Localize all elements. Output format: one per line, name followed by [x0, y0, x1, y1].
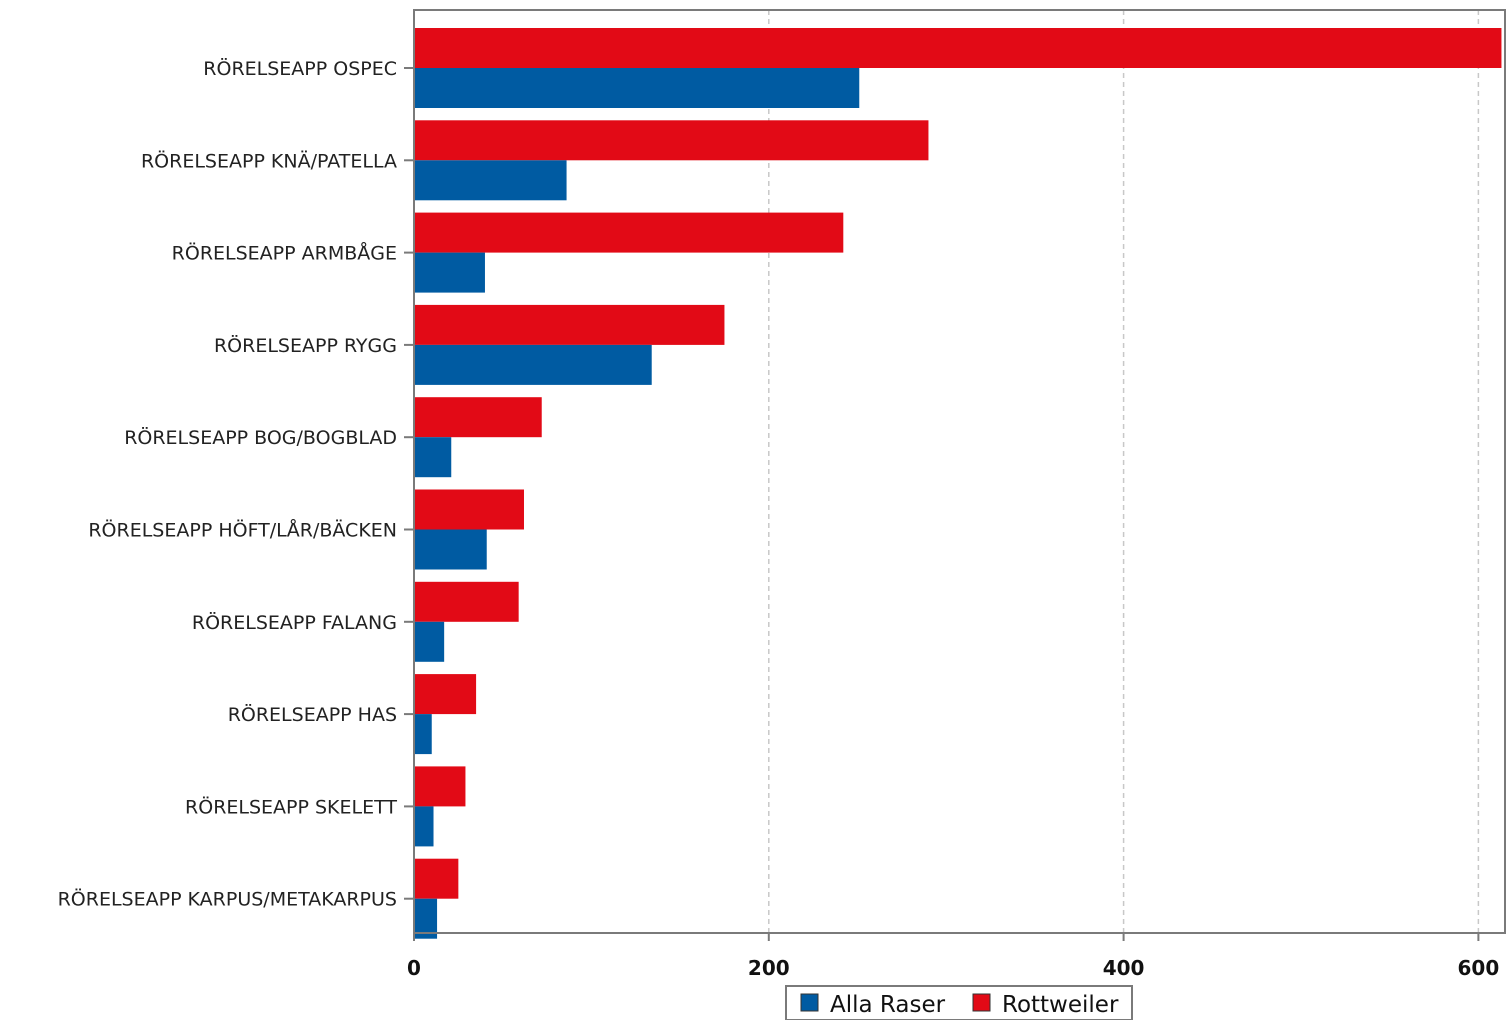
x-tick-label: 200 — [748, 956, 790, 980]
bars — [415, 28, 1502, 939]
x-tick-label: 600 — [1458, 956, 1500, 980]
bar-rottweiler — [415, 397, 542, 438]
category-label: RÖRELSEAPP KNÄ/PATELLA — [141, 149, 397, 172]
bar-alla-raser — [415, 714, 432, 755]
bar-rottweiler — [415, 489, 524, 530]
x-tick-label: 400 — [1103, 956, 1145, 980]
bar-rottweiler — [415, 120, 929, 161]
category-label: RÖRELSEAPP HAS — [228, 703, 397, 726]
bar-alla-raser — [415, 344, 652, 385]
bar-alla-raser — [415, 806, 434, 847]
category-axis: RÖRELSEAPP OSPEC RÖRELSEAPP KNÄ/PATELLA RÖ… — [58, 57, 414, 911]
legend-swatch — [800, 993, 819, 1012]
category-label: RÖRELSEAPP KARPUS/METAKARPUS — [58, 888, 397, 911]
bar-alla-raser — [415, 252, 485, 293]
category-label: RÖRELSEAPP BOG/BOGBLAD — [124, 426, 397, 449]
plot-frame — [413, 9, 1506, 934]
category-label: RÖRELSEAPP RYGG — [214, 334, 397, 357]
bar-alla-raser — [415, 437, 452, 478]
bar-alla-raser — [415, 621, 445, 662]
category-label: RÖRELSEAPP SKELETT — [185, 795, 397, 818]
category-label: RÖRELSEAPP OSPEC — [203, 57, 397, 80]
bar-rottweiler — [415, 304, 725, 345]
x-tick-label: 0 — [407, 956, 421, 980]
bar-rottweiler — [415, 28, 1502, 68]
category-label: RÖRELSEAPP ARMBÅGE — [172, 242, 397, 265]
value-axis: 0 200 400 600 — [407, 933, 1499, 980]
legend-swatch — [972, 993, 991, 1012]
bar-rottweiler — [415, 766, 466, 807]
bar-alla-raser — [415, 68, 860, 108]
category-label: RÖRELSEAPP HÖFT/LÅR/BÄCKEN — [88, 519, 397, 542]
bar-alla-raser — [415, 529, 487, 570]
grid-lines — [768, 10, 1480, 933]
bar-rottweiler — [415, 858, 459, 899]
legend-label: Alla Raser — [830, 992, 946, 1018]
bar-alla-raser — [415, 898, 438, 939]
bar-rottweiler — [415, 674, 477, 715]
category-label: RÖRELSEAPP FALANG — [192, 611, 397, 634]
legend: Alla Raser Rottweiler — [785, 985, 1133, 1020]
bar-rottweiler — [415, 212, 844, 253]
bar-rottweiler — [415, 581, 519, 622]
legend-label: Rottweiler — [1002, 992, 1119, 1018]
bar-alla-raser — [415, 160, 567, 201]
legend-box — [785, 985, 1133, 1020]
